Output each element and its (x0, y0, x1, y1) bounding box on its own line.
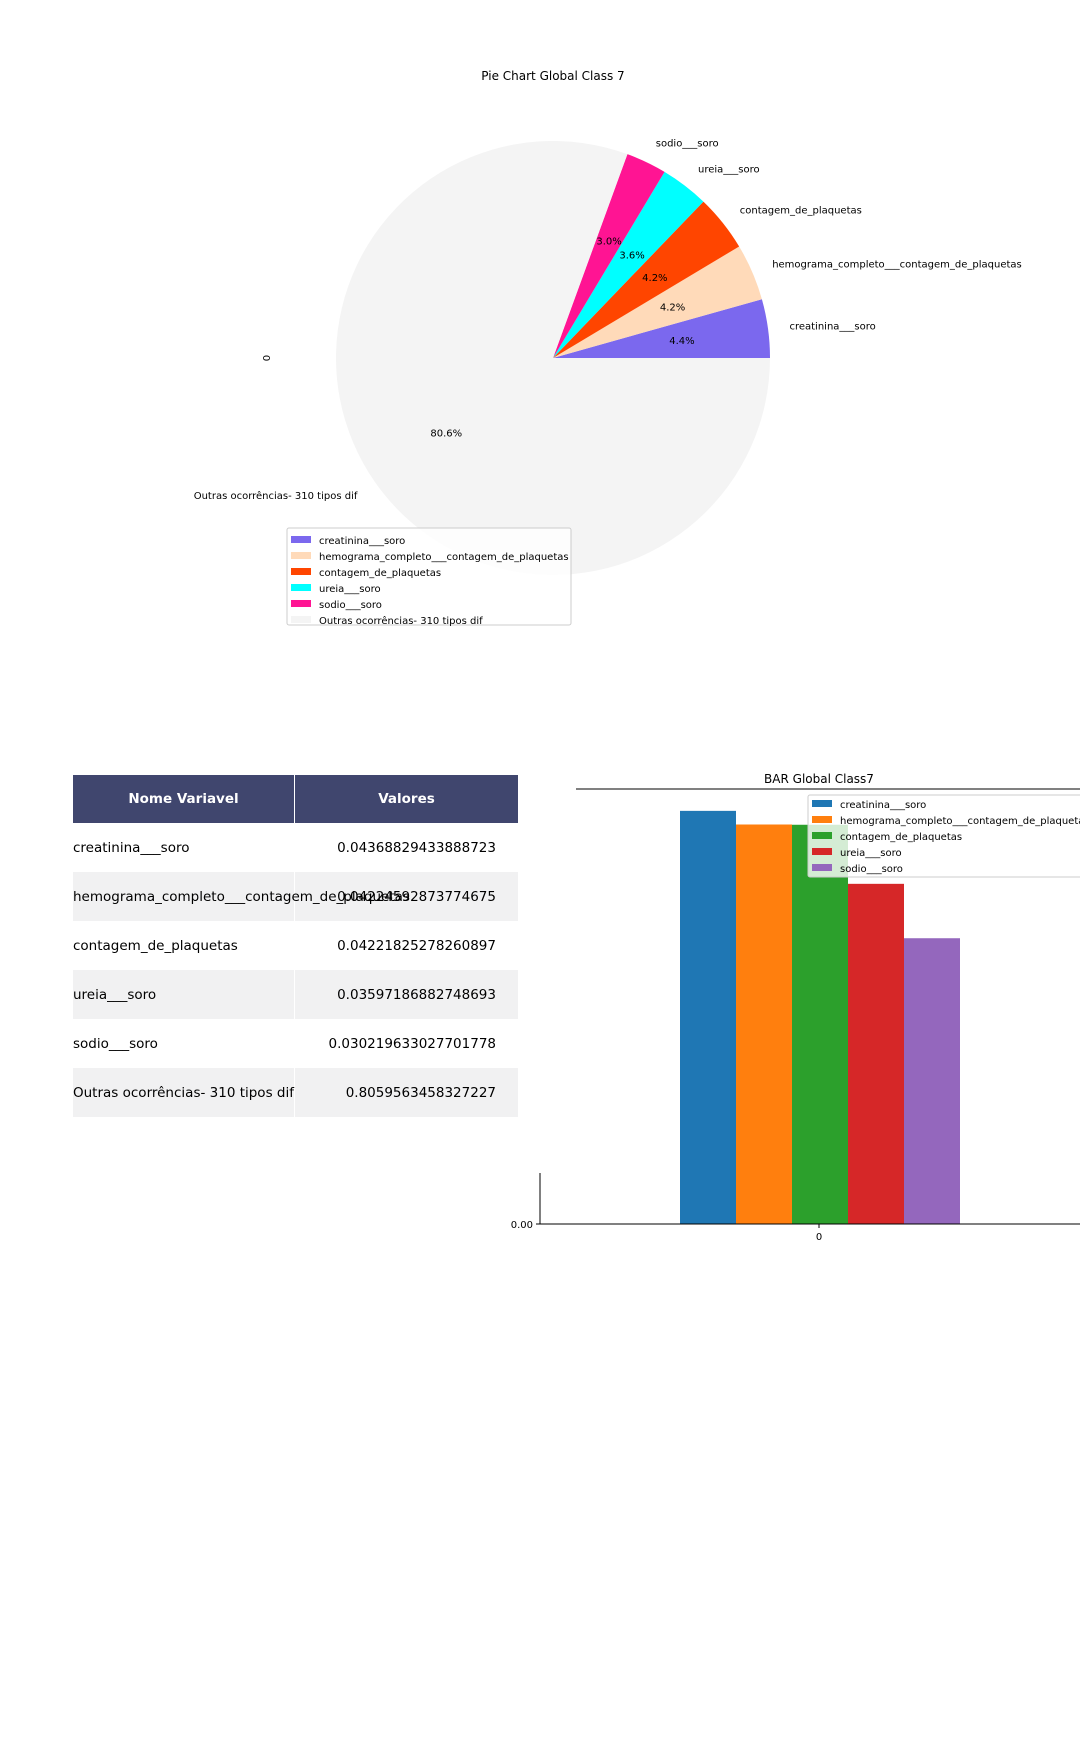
pie-title: Pie Chart Global Class 7 (481, 69, 624, 83)
pie-slice (553, 154, 665, 358)
pie-chart: Pie Chart Global Class 7 0 4.4% creatinin… (194, 69, 1022, 627)
bar-legend-label: ureia___soro (840, 848, 902, 859)
pie-legend-swatch (291, 536, 311, 543)
bar-legend-swatch (812, 832, 832, 839)
pie-legend-swatch (291, 568, 311, 575)
bar-title: BAR Global Class7 (764, 772, 874, 786)
row-name: sodio___soro (73, 1035, 158, 1052)
bar-legend-label: creatinina___soro (840, 800, 926, 811)
bar-xtick-label: 0 (816, 1232, 822, 1243)
table-row: ureia___soro 0.03597186882748693 (73, 970, 518, 1019)
pie-legend-swatch (291, 616, 311, 623)
row-name-cell: hemograma_completo___contagem_de_plaquet… (73, 872, 410, 921)
row-name: contagem_de_plaquetas (73, 937, 238, 954)
row-name: ureia___soro (73, 986, 157, 1003)
pie-slice (335, 141, 770, 575)
pie-slice-label: sodio___soro (656, 139, 719, 150)
pie-ylabel: 0 (262, 355, 273, 361)
bar-legend-box (807, 794, 1080, 878)
bar-legend: creatinina___soro hemograma_completo___co… (807, 794, 1080, 878)
row-name-cell: creatinina___soro (73, 823, 295, 872)
table-row: contagem_de_plaquetas 0.0422182527826089… (73, 921, 518, 970)
pie-pct-label: 4.4% (669, 336, 694, 347)
pie-pct-label: 4.2% (660, 302, 685, 313)
bar (904, 938, 960, 1224)
pie-slice-label: creatinina___soro (789, 321, 875, 332)
row-name-cell: ureia___soro (73, 970, 295, 1019)
bar (736, 824, 792, 1224)
pie-legend-label: contagem_de_plaquetas (319, 568, 441, 579)
table-row: sodio___soro 0.030219633027701778 (73, 1019, 518, 1068)
bar (680, 810, 736, 1224)
pie-legend-label: creatinina___soro (319, 536, 405, 547)
bar (792, 824, 848, 1224)
pie-legend-label: Outras ocorrências- 310 tipos dif (319, 615, 483, 627)
column-header-name: Nome Variavel (73, 775, 295, 823)
pie-legend-box (286, 527, 572, 626)
bar-legend-swatch (812, 864, 832, 871)
values-table: Nome Variavel Valores creatinina___soro … (73, 775, 518, 1117)
row-value: 0.03597186882748693 (337, 986, 496, 1003)
pie-slice (553, 201, 740, 358)
row-name: hemograma_completo___contagem_de_plaquet… (73, 888, 410, 905)
table-header: Nome Variavel Valores (73, 775, 518, 823)
bar (848, 883, 904, 1224)
pie-slice-label: hemograma_completo___contagem_de_plaquet… (772, 259, 1022, 270)
pie-legend-label: sodio___soro (319, 600, 382, 611)
pie-pct-label: 3.0% (596, 236, 621, 247)
pie-slice-label: ureia___soro (698, 164, 760, 175)
bar-legend-label: contagem_de_plaquetas (840, 832, 962, 843)
row-name-cell: contagem_de_plaquetas (73, 921, 295, 970)
table-row: hemograma_completo___contagem_de_plaquet… (73, 872, 518, 921)
pie-legend: creatinina___soro hemograma_completo___co… (286, 527, 572, 627)
bar-legend-swatch (812, 800, 832, 807)
bar-legend-swatch (812, 816, 832, 823)
pie-pct-label: 4.2% (642, 273, 667, 284)
row-name-cell: Outras ocorrências- 310 tipos dif (73, 1068, 295, 1117)
pie-pct-label: 80.6% (430, 429, 462, 440)
pie-slice (553, 171, 704, 358)
bar-legend-swatch (812, 848, 832, 855)
pie-slice-label: Outras ocorrências- 310 tipos dif (194, 490, 358, 502)
pie-pct-label: 3.6% (619, 251, 644, 262)
pie-legend-swatch (291, 552, 311, 559)
row-value: 0.04221825278260897 (337, 937, 496, 954)
pie-slice-label: contagem_de_plaquetas (740, 205, 862, 216)
row-value: 0.04224592873774675 (337, 888, 496, 905)
row-name: creatinina___soro (73, 839, 190, 856)
pie-legend-swatch (291, 584, 311, 591)
table-row: creatinina___soro 0.04368829433888723 (73, 823, 518, 872)
pie-legend-label: hemograma_completo___contagem_de_plaquet… (319, 552, 569, 563)
pie-slice (553, 246, 762, 358)
bar-legend-label: sodio___soro (840, 864, 903, 875)
row-name: Outras ocorrências- 310 tipos dif (73, 1084, 294, 1101)
column-header-value: Valores (295, 775, 518, 823)
row-value: 0.030219633027701778 (328, 1035, 496, 1052)
row-value: 0.8059563458327227 (345, 1084, 496, 1101)
table-row: Outras ocorrências- 310 tipos dif 0.8059… (73, 1068, 518, 1117)
pie-legend-label: ureia___soro (319, 584, 381, 595)
bar-legend-label: hemograma_completo___contagem_de_plaquet… (840, 816, 1080, 827)
pie-slice (553, 299, 770, 358)
row-name-cell: sodio___soro (73, 1019, 295, 1068)
row-value: 0.04368829433888723 (337, 839, 496, 856)
pie-legend-swatch (291, 600, 311, 607)
